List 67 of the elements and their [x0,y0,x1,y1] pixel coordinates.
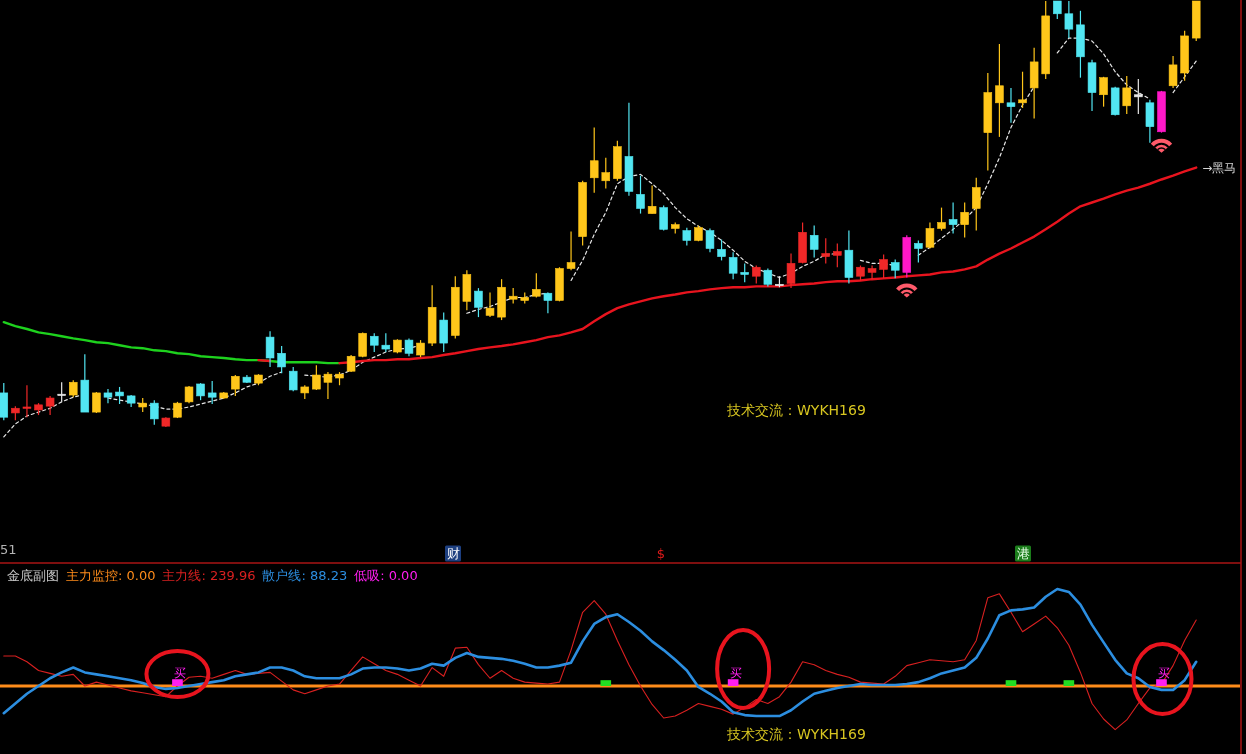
candlestick [150,399,159,426]
candlestick [867,264,877,280]
candlestick [589,126,599,194]
text: 主力线: 239.96 [162,568,256,583]
candlestick [543,291,553,314]
candlestick [277,345,286,374]
candlestick [312,364,321,391]
candlestick [1006,87,1016,124]
annotation: 买 [174,666,187,680]
text: 51 [0,542,17,557]
candlestick [45,395,55,416]
candlestick [207,380,217,405]
candlestick [705,227,715,253]
candlestick [914,239,923,264]
candlestick [728,251,738,280]
candlestick [474,287,483,318]
candlestick [740,262,749,283]
candlestick [358,331,367,358]
candlestick [1145,99,1155,144]
candlestick [1122,75,1131,115]
candlestick [22,384,32,418]
candlestick [995,43,1004,138]
text: 财 [446,546,460,561]
candlestick [532,272,541,299]
candlestick [717,238,726,262]
candlestick [925,221,935,250]
candlestick [647,184,657,215]
candlestick [601,157,611,190]
annotation: 买 [730,666,743,680]
candlestick [439,311,448,353]
candlestick [809,224,819,259]
candlestick [1018,71,1027,109]
candlestick [636,175,645,215]
text: $ [656,546,666,561]
candlestick [972,177,981,232]
candlestick [57,381,66,403]
candlestick [265,330,275,368]
candlestick [833,242,842,268]
series-label: →黑马 [1202,160,1237,175]
text: 港 [1016,546,1030,561]
candlestick [323,371,333,400]
candlestick [381,332,391,353]
candlestick [103,388,113,404]
candlestick [1168,55,1178,89]
candlestick [890,258,900,279]
candlestick [485,291,495,318]
candlestick [821,237,830,265]
text: 散户线: 88.23 [262,568,348,583]
candlestick [659,204,668,232]
candlestick [786,253,796,289]
candlestick [937,207,946,232]
candlestick [948,201,958,235]
candlestick [879,253,888,279]
candlestick [92,391,101,414]
text: 主力监控: 0.00 [66,568,156,583]
text: 金底副图 [7,568,59,583]
annotation: 技术交流：WYKH169 [726,726,866,742]
candlestick [288,366,298,392]
candlestick [566,230,576,271]
candlestick [370,332,379,353]
candlestick [231,374,240,397]
candlestick [1099,76,1108,108]
text: 低吸: 0.00 [354,568,418,583]
candlestick [1064,0,1074,39]
annotation: 技术交流：WYKH169 [726,402,866,418]
candlestick [960,201,969,239]
candlestick [1134,78,1143,115]
